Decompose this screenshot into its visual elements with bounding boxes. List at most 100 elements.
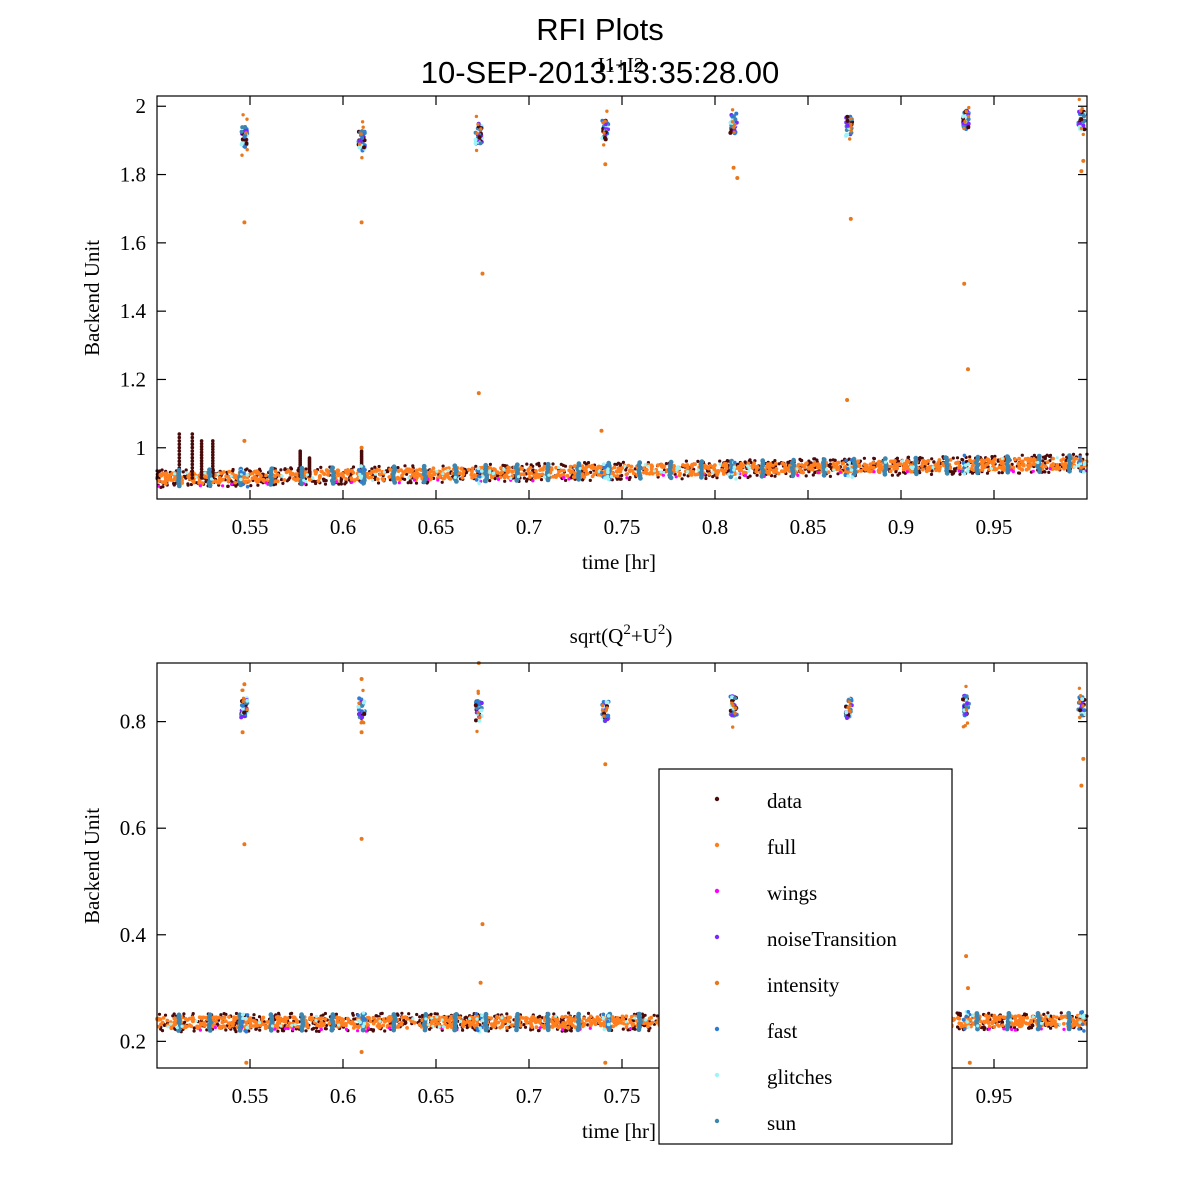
full-point [322, 1022, 327, 1026]
full-point [840, 461, 845, 466]
data-point [951, 471, 956, 475]
full-point [493, 1018, 498, 1023]
data-point [828, 474, 833, 478]
full-point [161, 1016, 166, 1020]
intensity-point [602, 131, 606, 135]
full-point [381, 477, 386, 482]
full-point [248, 1022, 253, 1027]
full-point [318, 474, 322, 478]
full-point [492, 1025, 497, 1029]
baseline-cluster-point [476, 466, 481, 471]
wings-point [872, 470, 876, 474]
full-point [252, 1024, 257, 1028]
full-point [429, 469, 434, 474]
baseline-cluster-point [846, 467, 850, 471]
data-point [337, 482, 341, 486]
baseline-cluster-point [239, 469, 243, 474]
data-point [281, 481, 285, 485]
full-point [1079, 465, 1083, 470]
intensity-point [962, 126, 966, 131]
data-point [222, 1012, 226, 1016]
data-point [836, 472, 840, 476]
full-point [1025, 1015, 1030, 1020]
intensity-point [732, 125, 736, 129]
data-point [809, 461, 813, 465]
intensity-outlier [603, 162, 608, 167]
full-point [310, 1016, 315, 1020]
wings-point [387, 1026, 392, 1030]
full-point [495, 1015, 500, 1020]
cluster-point [603, 122, 608, 127]
data-point [746, 475, 750, 480]
full-point [649, 466, 654, 471]
data-point [290, 1011, 294, 1016]
data-point [405, 472, 409, 476]
full-point [957, 465, 962, 470]
data-spike-point [199, 439, 204, 443]
full-point [737, 464, 742, 469]
glitch-point [302, 478, 306, 482]
data-point [552, 1012, 556, 1016]
full-point [530, 1025, 534, 1029]
full-point [388, 467, 392, 472]
wings-point [531, 479, 535, 483]
baseline-cluster-point [242, 471, 246, 475]
full-point [518, 1023, 523, 1028]
data-spike-point [177, 445, 182, 450]
full-point [877, 470, 882, 475]
full-point [892, 464, 897, 468]
full-point [982, 464, 987, 468]
baseline-cluster-point [849, 458, 854, 462]
glitch-point [407, 476, 411, 480]
cluster-point [478, 141, 483, 146]
data-point [1049, 1026, 1053, 1030]
sun-point [575, 1027, 581, 1033]
full-point [489, 1016, 494, 1020]
full-point [584, 1018, 589, 1023]
full-point [979, 458, 984, 462]
full-point [985, 457, 990, 462]
glitch-point [900, 459, 905, 463]
data-point [181, 470, 185, 474]
full-point [801, 470, 805, 475]
full-point [475, 1019, 480, 1024]
full-point [970, 464, 975, 468]
full-point [335, 468, 340, 473]
full-point [993, 457, 997, 462]
full-point [381, 1017, 386, 1022]
full-point [1045, 460, 1050, 465]
full-point [510, 1023, 514, 1028]
data-point [536, 1015, 540, 1020]
data-point [324, 1027, 328, 1031]
data-point [537, 464, 542, 468]
wings-point [1062, 1027, 1066, 1031]
full-point [630, 468, 635, 473]
full-point [534, 469, 538, 473]
full-point [796, 462, 801, 467]
full-point [387, 475, 392, 479]
full-point [372, 469, 377, 473]
baseline-cluster-point [1082, 460, 1087, 465]
data-spike-point [211, 453, 215, 457]
glitch-point [542, 475, 547, 479]
data-point [525, 462, 529, 466]
data-spike-point [359, 449, 364, 454]
full-point [528, 475, 532, 479]
data-spike-point [211, 442, 215, 446]
data-spike-point [199, 442, 204, 446]
baseline-cluster-point [733, 460, 737, 465]
full-point [765, 464, 769, 469]
data-point [371, 1029, 375, 1033]
full-point [768, 467, 772, 472]
data-point [376, 481, 381, 485]
data-point [1059, 1011, 1063, 1015]
intensity-point [476, 122, 480, 127]
glitch-point [1000, 456, 1005, 461]
data-point [616, 477, 620, 481]
full-point [1033, 457, 1037, 462]
glitch-point [441, 472, 445, 476]
data-point [559, 462, 563, 466]
data-point [429, 1012, 433, 1016]
data-point [249, 484, 253, 488]
cluster-point [966, 117, 971, 122]
